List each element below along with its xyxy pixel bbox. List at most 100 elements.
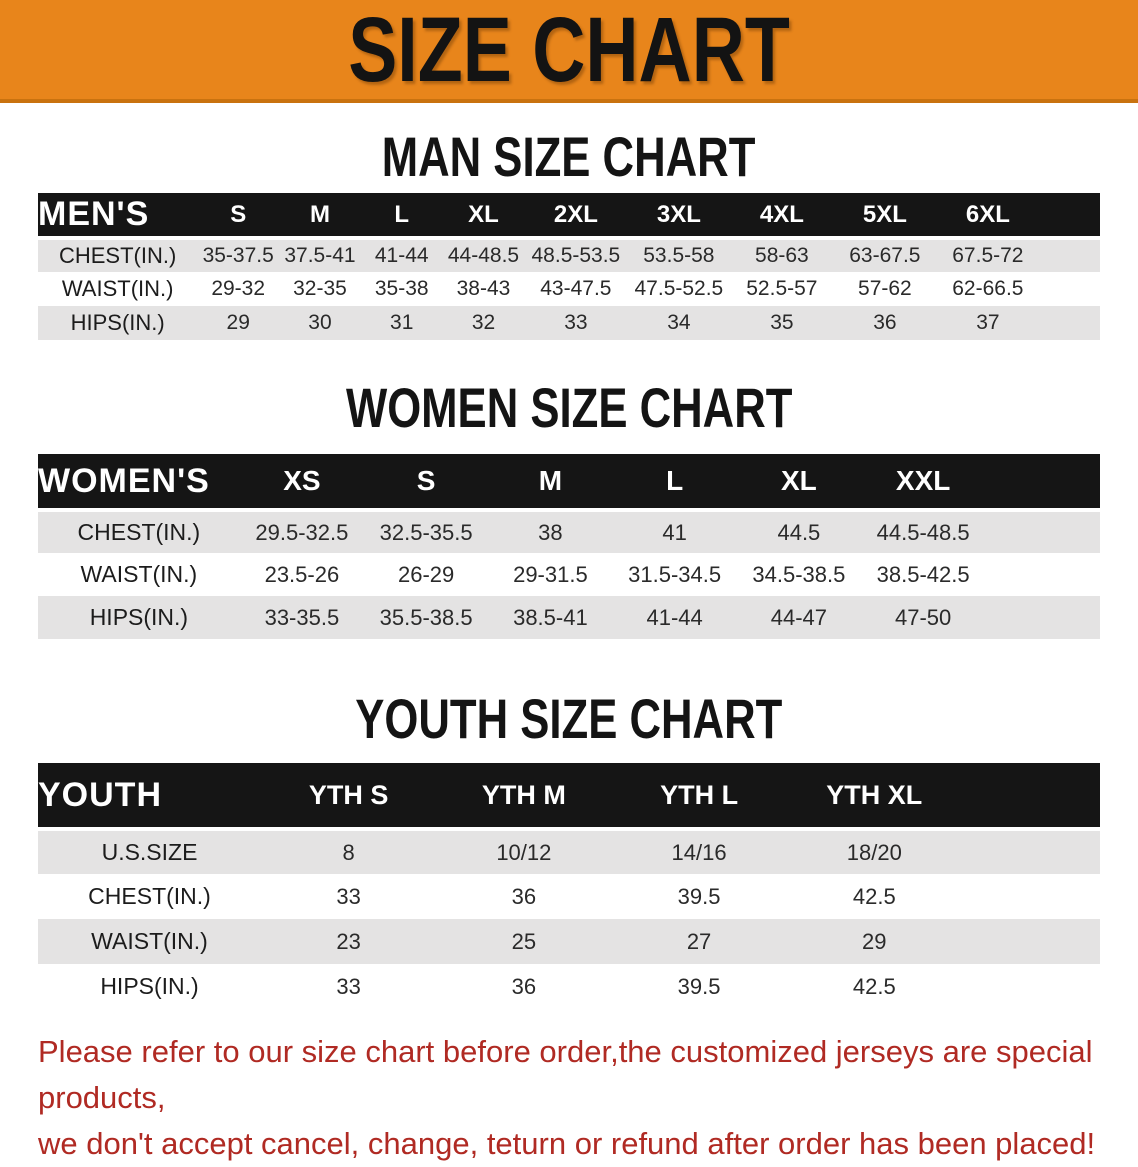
size-value-cell: 41 (612, 508, 737, 553)
measurement-row: WAIST(IN.) 29-32 32-35 35-38 38-43 43-47.5 47.… (38, 272, 1100, 306)
row-spacer (985, 553, 1100, 596)
row-spacer (1039, 272, 1100, 306)
size-value-cell: 29.5-32.5 (239, 508, 365, 553)
size-value-cell: 29-32 (211, 277, 266, 300)
size-column-header: 6XL (965, 200, 1010, 228)
women-size-chart-title: WOMEN SIZE CHART (0, 378, 1138, 438)
size-value-cell: 35-37.5 (197, 236, 280, 272)
youth-size-chart-title: YOUTH SIZE CHART (0, 689, 1138, 749)
size-column-header: L (394, 200, 410, 228)
youth-size-table: YOUTH YTH S YTH M YTH L YTH XL U.S.SIZE 8 10/12… (38, 763, 1100, 1009)
header-spacer (962, 763, 1100, 829)
size-value-cell: 27 (686, 928, 712, 954)
size-column-header: YTH M (481, 779, 566, 810)
size-value-cell: 37.5-41 (279, 236, 361, 272)
size-value-cell: 48.5-53.5 (524, 236, 628, 272)
measurement-row: HIPS(IN.) 33-35.5 35.5-38.5 38.5-41 41-44 44-… (38, 596, 1100, 639)
size-value-cell: 33-35.5 (264, 604, 340, 630)
row-spacer (985, 596, 1100, 639)
size-value-cell: 36 (873, 311, 897, 334)
size-value-cell: 53.5-58 (627, 236, 731, 272)
size-value-cell: 29-31.5 (513, 561, 588, 587)
order-policy-note: Please refer to our size chart before or… (0, 1029, 1138, 1167)
header-spacer (1039, 193, 1100, 238)
measurement-row: CHEST(IN.) 33 36 39.5 42.5 (38, 874, 1100, 919)
size-header-row: WOMEN'S XS S M L XL XXL (38, 454, 1100, 510)
row-spacer (961, 827, 1100, 874)
row-spacer (962, 874, 1100, 919)
measurement-label: WAIST(IN.) (61, 276, 174, 301)
size-column-header: M (309, 200, 330, 228)
size-value-cell: 41-44 (646, 604, 703, 630)
size-header-row: MEN'S S M L XL 2XL 3XL 4XL 5XL 6XL (38, 193, 1100, 238)
size-value-cell: 35 (770, 311, 794, 334)
size-value-cell: 42.5 (852, 883, 896, 909)
measurement-label: WAIST(IN.) (80, 561, 198, 587)
size-value-cell: 33 (336, 883, 361, 909)
measurement-row: CHEST(IN.) 29.5-32.5 32.5-35.5 38 41 44.5 44.5… (38, 508, 1100, 553)
youth-size-chart-title-text: YOUTH SIZE CHART (355, 687, 783, 750)
men-size-table: MEN'S S M L XL 2XL 3XL 4XL 5XL 6XL CHEST(IN.) 35-37… (38, 193, 1100, 340)
size-column-header: 2XL (553, 200, 598, 228)
measurement-label: CHEST(IN.) (88, 883, 211, 909)
measurement-label: CHEST(IN.) (38, 508, 240, 553)
size-value-cell: 38.5-41 (513, 604, 588, 630)
size-chart-banner: SIZE CHART (0, 0, 1138, 103)
women-size-section: WOMEN SIZE CHART WOMEN'S XS S M L XL XXL CHEST(… (0, 378, 1138, 639)
size-value-cell: 30 (308, 311, 332, 334)
measurement-row: HIPS(IN.) 29 30 31 32 33 34 35 36 37 (38, 306, 1100, 340)
man-size-section: MAN SIZE CHART MEN'S S M L XL 2XL 3XL 4XL 5XL 6XL… (0, 127, 1138, 340)
row-spacer (1039, 236, 1100, 272)
size-column-header: XL (781, 465, 817, 496)
measurement-row: WAIST(IN.) 23.5-26 26-29 29-31.5 31.5-34.5 34… (38, 553, 1100, 596)
size-value-cell: 62-66.5 (952, 277, 1024, 300)
size-value-cell: 35.5-38.5 (379, 604, 473, 630)
size-value-cell: 58-63 (730, 236, 834, 272)
size-value-cell: 33 (336, 973, 361, 999)
size-value-cell: 44-47 (770, 604, 828, 630)
size-value-cell: 8 (261, 827, 437, 874)
youth-size-section: YOUTH SIZE CHART YOUTH YTH S YTH M YTH L YTH… (0, 689, 1138, 1009)
measurement-row: HIPS(IN.) 33 36 39.5 42.5 (38, 964, 1100, 1009)
size-value-cell: 36 (511, 973, 537, 999)
size-column-header: YTH S (308, 779, 389, 810)
size-value-cell: 57-62 (858, 277, 912, 300)
size-column-header: YTH L (660, 779, 739, 810)
size-column-header: M (538, 465, 563, 496)
size-value-cell: 37 (976, 311, 1000, 334)
size-value-cell: 32-35 (293, 277, 347, 300)
size-value-cell: 42.5 (852, 973, 896, 999)
size-column-header: 3XL (656, 200, 701, 228)
policy-line-1: Please refer to our size chart before or… (38, 1034, 1093, 1115)
size-column-header: L (666, 465, 684, 496)
size-value-cell: 10/12 (436, 827, 612, 874)
size-value-cell: 23 (336, 928, 361, 954)
man-size-chart-title-text: MAN SIZE CHART (382, 125, 756, 188)
size-header-row: YOUTH YTH S YTH M YTH L YTH XL (38, 763, 1100, 829)
size-value-cell: 29 (226, 311, 250, 334)
size-value-cell: 26-29 (398, 561, 455, 587)
size-value-cell: 32.5-35.5 (364, 508, 489, 553)
size-column-header: YTH XL (826, 779, 923, 810)
size-value-cell: 47-50 (895, 604, 952, 630)
size-value-cell: 33 (564, 311, 588, 334)
size-value-cell: 18/20 (786, 827, 962, 874)
size-value-cell: 32 (471, 311, 496, 334)
size-column-header: 5XL (862, 200, 907, 228)
measurement-label: HIPS(IN.) (100, 973, 199, 999)
size-value-cell: 43-47.5 (540, 277, 612, 300)
size-value-cell: 35-38 (374, 277, 429, 300)
size-value-cell: 41-44 (360, 236, 443, 272)
row-spacer (1039, 306, 1100, 340)
size-value-cell: 52.5-57 (746, 277, 818, 300)
size-value-cell: 38 (488, 508, 613, 553)
size-column-header: 4XL (759, 200, 804, 228)
size-value-cell: 44-48.5 (442, 236, 525, 272)
table-group-label: YOUTH (38, 775, 162, 814)
size-column-header: XS (283, 465, 321, 496)
banner-title: SIZE CHART (348, 0, 790, 101)
measurement-label: HIPS(IN.) (89, 604, 189, 630)
size-value-cell: 14/16 (611, 827, 787, 874)
size-value-cell: 38-43 (456, 277, 511, 300)
measurement-label: CHEST(IN.) (38, 236, 198, 272)
